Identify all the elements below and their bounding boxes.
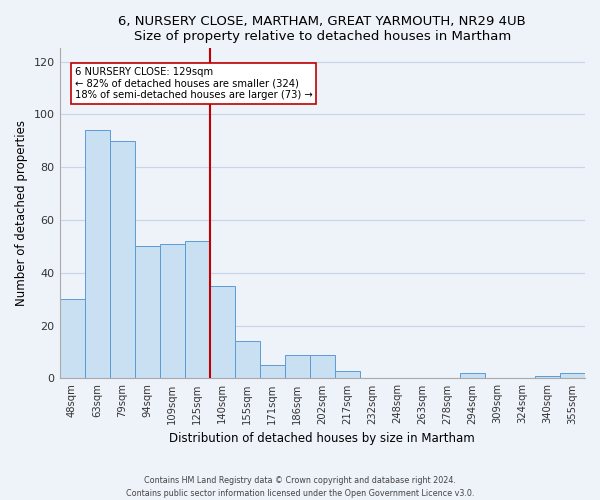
Bar <box>110 141 134 378</box>
Bar <box>85 130 110 378</box>
Bar <box>335 370 360 378</box>
Bar <box>260 365 285 378</box>
Bar <box>310 354 335 378</box>
Text: 6 NURSERY CLOSE: 129sqm
← 82% of detached houses are smaller (324)
18% of semi-d: 6 NURSERY CLOSE: 129sqm ← 82% of detache… <box>74 67 313 100</box>
Bar <box>134 246 160 378</box>
Bar <box>235 342 260 378</box>
Bar <box>185 241 209 378</box>
Bar <box>535 376 560 378</box>
Y-axis label: Number of detached properties: Number of detached properties <box>15 120 28 306</box>
Bar <box>285 354 310 378</box>
Bar <box>460 373 485 378</box>
Title: 6, NURSERY CLOSE, MARTHAM, GREAT YARMOUTH, NR29 4UB
Size of property relative to: 6, NURSERY CLOSE, MARTHAM, GREAT YARMOUT… <box>118 15 526 43</box>
X-axis label: Distribution of detached houses by size in Martham: Distribution of detached houses by size … <box>169 432 475 445</box>
Text: Contains HM Land Registry data © Crown copyright and database right 2024.
Contai: Contains HM Land Registry data © Crown c… <box>126 476 474 498</box>
Bar <box>160 244 185 378</box>
Bar <box>209 286 235 378</box>
Bar <box>59 299 85 378</box>
Bar <box>560 373 585 378</box>
